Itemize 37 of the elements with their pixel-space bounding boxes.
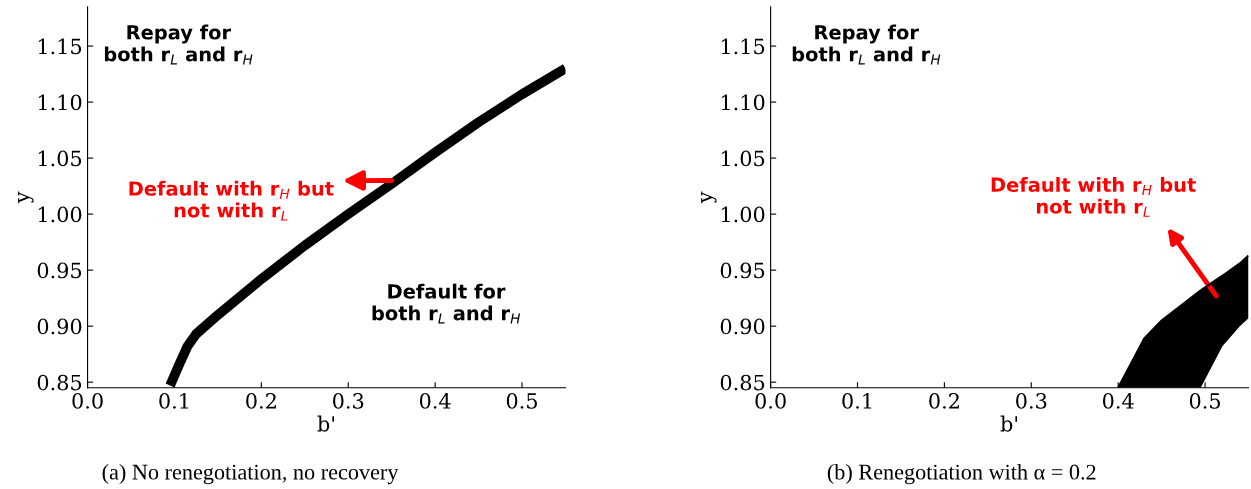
y-tick-label: 0.95 [720,262,765,279]
text: (a) No renegotiation, no recovery [102,463,399,485]
y-tick-label: 1.15 [721,38,765,55]
y-tick-label: 1.05 [721,150,765,167]
x-tick-label: 0.1 [842,393,872,409]
x-tick-label: 0.1 [159,393,189,409]
x-tick-label: 0.5 [506,393,537,409]
x-tick-label: 0.2 [929,393,959,409]
annotation: Default for both r$_{L}$ and r$_{H}$ [372,283,521,324]
x-tick-label: 0.5 [1189,393,1221,409]
x-tick-label: 0.3 [333,393,364,409]
y-tick-label: 1.10 [721,94,765,111]
y-tick-label: 0.90 [720,318,765,335]
y-tick-label: 0.95 [37,262,82,279]
x-tick-label: 0.2 [246,393,276,409]
y-tick-label: 0.90 [37,318,82,335]
y-tick-label: 1.15 [38,38,82,55]
y-tick-label: 1.10 [38,94,82,111]
y-tick-label: 1.00 [721,206,765,223]
x-tick-label: 0.0 [72,393,103,409]
text: (b) Renegotiation with α = 0.2 [827,463,1096,485]
y-axis-title: y [18,191,34,204]
x-tick-label: 0.4 [1102,393,1134,409]
x-axis-title: b' [1000,415,1018,432]
x-tick-label: 0.3 [1016,393,1047,409]
y-axis-title: y [701,191,717,204]
y-tick-label: 0.85 [720,374,765,391]
annotation: Default with r$_{H}$ but not with r$_{L}$ [991,177,1196,217]
y-tick-label: 0.85 [37,374,82,391]
annotation: Repay for both r$_{L}$ and r$_{H}$ [104,24,253,65]
x-tick-label: 0.0 [755,393,786,409]
x-tick-label: 0.4 [419,393,451,409]
annotation: Repay for both r$_{L}$ and r$_{H}$ [792,24,941,65]
annotation: Default with r$_{H}$ but not with r$_{L}$ [129,180,334,221]
x-axis-title: b' [317,415,334,432]
y-tick-label: 1.05 [38,150,82,167]
y-tick-label: 1.00 [38,206,82,223]
